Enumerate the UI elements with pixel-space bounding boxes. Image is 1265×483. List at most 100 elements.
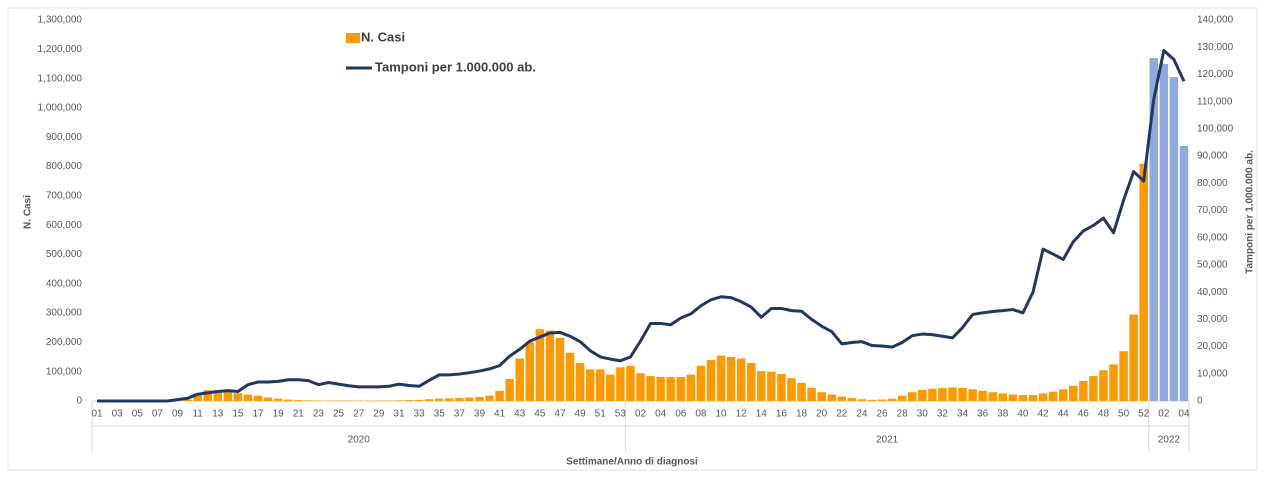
bar <box>777 374 785 401</box>
x-group-label: 2022 <box>1158 435 1181 446</box>
bar <box>616 367 624 401</box>
bar <box>1089 376 1097 401</box>
y-tick-label: 500,000 <box>46 249 83 260</box>
x-tick-label: 03 <box>112 409 124 420</box>
bar <box>908 392 916 401</box>
bar <box>526 342 534 401</box>
bar <box>284 400 292 401</box>
x-tick-label: 41 <box>494 409 506 420</box>
legend-label: N. Casi <box>361 29 405 44</box>
x-tick-label: 02 <box>1158 409 1170 420</box>
x-tick-label: 17 <box>252 409 264 420</box>
x-tick-label: 08 <box>695 409 707 420</box>
bar <box>576 363 584 401</box>
bar <box>717 356 725 401</box>
bar <box>1099 370 1107 401</box>
bar <box>516 359 524 401</box>
bar <box>737 359 745 401</box>
bar <box>606 375 614 401</box>
x-tick-label: 07 <box>152 409 164 420</box>
x-tick-label: 47 <box>554 409 566 420</box>
y2-tick-label: 140,000 <box>1197 15 1234 26</box>
y-tick-label: 200,000 <box>46 337 83 348</box>
y-axis-title: N. Casi <box>23 195 34 229</box>
y2-tick-label: 20,000 <box>1197 341 1228 352</box>
bar <box>254 396 262 401</box>
x-tick-label: 40 <box>1017 409 1029 420</box>
bar <box>395 400 403 401</box>
bar <box>687 375 695 401</box>
y2-tick-label: 90,000 <box>1197 151 1228 162</box>
line <box>97 50 1184 401</box>
bar <box>1079 381 1087 401</box>
bar <box>958 388 966 401</box>
bar <box>224 391 232 401</box>
legend-swatch <box>346 33 360 43</box>
bar <box>505 379 513 401</box>
bar <box>596 369 604 401</box>
y-tick-label: 700,000 <box>46 190 83 201</box>
bar <box>636 373 644 401</box>
bar <box>274 399 282 401</box>
bar <box>747 363 755 401</box>
y-tick-label: 1,300,000 <box>38 15 83 26</box>
bar <box>264 397 272 401</box>
x-tick-label: 43 <box>514 409 526 420</box>
x-tick-label: 11 <box>192 409 203 420</box>
bar <box>435 399 443 401</box>
bar <box>868 400 876 401</box>
bar <box>827 395 835 401</box>
x-tick-label: 10 <box>715 409 727 420</box>
x-tick-label: 23 <box>313 409 325 420</box>
x-tick-label: 19 <box>273 409 285 420</box>
x-tick-label: 24 <box>856 409 868 420</box>
y-tick-label: 800,000 <box>46 161 83 172</box>
y-tick-label: 1,200,000 <box>38 44 83 55</box>
x-tick-label: 50 <box>1118 409 1130 420</box>
y2-tick-label: 80,000 <box>1197 178 1228 189</box>
y2-tick-label: 0 <box>1197 396 1203 407</box>
bar <box>1109 364 1117 401</box>
x-tick-label: 52 <box>1138 409 1150 420</box>
bar <box>787 378 795 401</box>
bar <box>948 388 956 401</box>
bar <box>888 399 896 401</box>
x-tick-label: 38 <box>997 409 1009 420</box>
x-tick-label: 01 <box>91 409 103 420</box>
x-tick-label: 04 <box>655 409 667 420</box>
bar <box>807 388 815 401</box>
x-tick-label: 13 <box>212 409 224 420</box>
bar <box>918 390 926 401</box>
y-tick-label: 600,000 <box>46 220 83 231</box>
bar <box>646 376 654 401</box>
bar <box>1160 64 1168 401</box>
bar <box>1009 395 1017 401</box>
y-tick-label: 0 <box>76 396 82 407</box>
x-tick-label: 29 <box>373 409 385 420</box>
x-tick-label: 27 <box>353 409 365 420</box>
x-tick-label: 32 <box>937 409 949 420</box>
y2-tick-label: 110,000 <box>1197 96 1233 107</box>
bar <box>445 398 453 401</box>
x-tick-label: 36 <box>977 409 989 420</box>
bar <box>626 366 634 401</box>
bar <box>1059 389 1067 401</box>
x-tick-label: 51 <box>595 409 607 420</box>
bar <box>817 392 825 401</box>
bar <box>546 331 554 401</box>
x-tick-label: 42 <box>1038 409 1050 420</box>
x-tick-label: 12 <box>736 409 748 420</box>
bar <box>294 400 302 401</box>
y-tick-label: 900,000 <box>46 132 83 143</box>
x-tick-label: 25 <box>333 409 345 420</box>
x-tick-label: 53 <box>615 409 627 420</box>
bar <box>858 399 866 401</box>
x-tick-label: 39 <box>474 409 486 420</box>
bar <box>697 366 705 401</box>
x-tick-label: 49 <box>575 409 587 420</box>
bar <box>938 388 946 401</box>
x-tick-label: 46 <box>1078 409 1090 420</box>
x-tick-label: 26 <box>876 409 888 420</box>
bar <box>586 369 594 401</box>
